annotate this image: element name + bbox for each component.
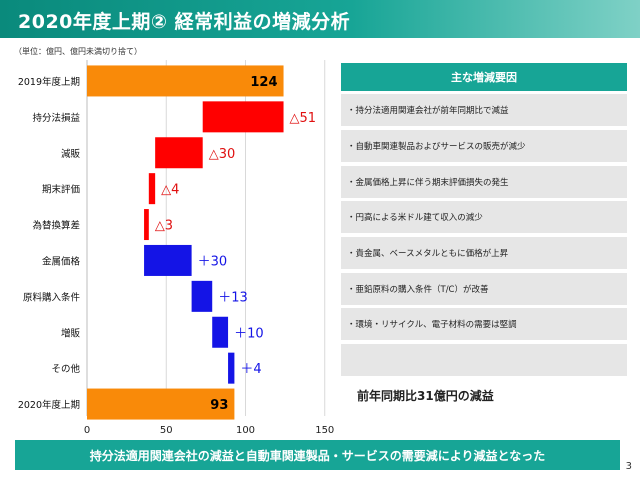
category-label: 金属価格: [42, 255, 81, 267]
data-label: ＋13: [218, 290, 248, 305]
category-label: 持分法損益: [32, 112, 80, 124]
title-bar: 2020年度上期② 経常利益の増減分析: [0, 0, 640, 38]
category-label: 減販: [61, 148, 81, 160]
bar-decrease: [148, 173, 156, 205]
x-tick-label: 100: [236, 425, 255, 436]
bar-total: [87, 65, 284, 97]
reason-item: ・亜鉛原料の購入条件（T/C）が改善: [341, 273, 627, 305]
bar-increase: [144, 244, 192, 276]
reason-item: ・金属価格上昇に伴う期末評価損失の発生: [341, 166, 627, 198]
reason-item: ・環境・リサイクル、電子材料の需要は堅調: [341, 308, 627, 340]
data-label: △4: [161, 183, 179, 198]
category-label: 2020年度上期: [18, 399, 80, 411]
category-label: 2019年度上期: [18, 76, 80, 88]
reason-item: ・持分法適用関連会社が前年同期比で減益: [341, 94, 627, 126]
unit-note: （単位：億円、億円未満切り捨て）: [14, 47, 142, 56]
data-label: 93: [210, 398, 228, 413]
x-tick-label: 0: [84, 425, 90, 436]
bar-increase: [191, 280, 213, 312]
category-label: 増販: [61, 327, 81, 339]
data-label: △3: [155, 219, 173, 234]
bar-increase: [228, 352, 235, 384]
reason-item: ・円高による米ドル建て収入の減少: [341, 201, 627, 233]
data-label: 124: [250, 75, 277, 90]
category-label: 期末評価: [42, 184, 81, 196]
bar-decrease: [202, 101, 284, 133]
data-label: △51: [290, 111, 317, 126]
category-label: 為替換算差: [32, 220, 80, 232]
data-label: △30: [209, 147, 236, 162]
category-label: 原料購入条件: [23, 291, 81, 303]
bar-total: [87, 388, 235, 420]
data-label: ＋10: [234, 326, 264, 341]
reason-item: ・自動車関連製品およびサービスの販売が減少: [341, 130, 627, 162]
data-label: ＋4: [240, 362, 261, 377]
page-number: 3: [625, 461, 632, 472]
category-label: その他: [51, 363, 80, 375]
reason-item: ・貴金属、ベースメタルともに価格が上昇: [341, 237, 627, 269]
reason-item-empty: [341, 344, 627, 376]
factors-heading: 主な増減要因: [341, 63, 627, 91]
x-tick-label: 50: [160, 425, 173, 436]
bar-decrease: [155, 137, 203, 169]
bar-increase: [212, 316, 229, 348]
page-title: 2020年度上期② 経常利益の増減分析: [18, 11, 351, 33]
x-tick-label: 150: [315, 425, 334, 436]
summary-text: 前年同期比31億円の減益: [357, 388, 494, 403]
conclusion-banner: 持分法適用関連会社の減益と自動車関連製品・サービスの需要減により減益となった: [15, 440, 620, 470]
bar-decrease: [144, 209, 149, 241]
data-label: ＋30: [198, 254, 228, 269]
waterfall-chart: 0 50 100 150 2019年度上期 124 持分法損益 △51 減販 △30 期末評価 △4 為…: [18, 60, 334, 436]
